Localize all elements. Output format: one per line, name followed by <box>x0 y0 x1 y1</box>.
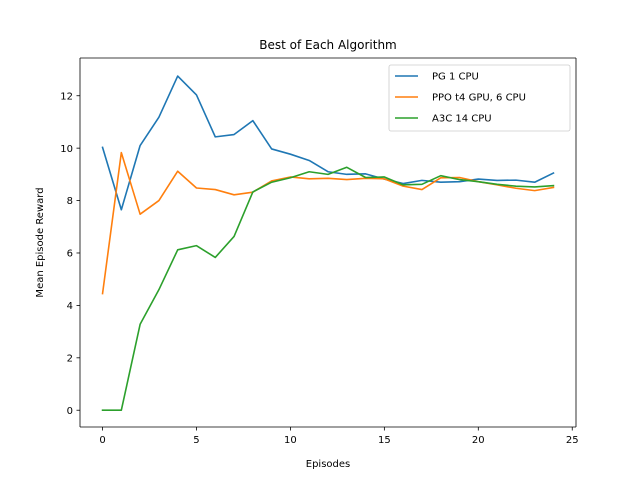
x-tick-label: 20 <box>472 435 485 446</box>
legend-label-1: PG 1 CPU <box>432 72 479 83</box>
x-tick-label: 5 <box>193 435 199 446</box>
axes-frame <box>79 57 577 428</box>
y-tick-label: 10 <box>60 144 73 155</box>
y-axis-label: Mean Episode Reward <box>35 187 46 297</box>
y-tick-label: 8 <box>67 196 73 207</box>
y-tick-label: 0 <box>67 406 73 417</box>
x-axis-ticks: 0 5 10 15 20 25 <box>99 427 579 446</box>
legend-label-3: A3C 14 CPU <box>432 114 492 125</box>
x-axis-label: Episodes <box>306 459 350 470</box>
legend: PG 1 CPU PPO t4 GPU, 6 CPU A3C 14 CPU <box>388 64 571 132</box>
series-lines <box>101 75 555 412</box>
y-tick-label: 2 <box>67 353 73 364</box>
series-line-3 <box>101 166 555 412</box>
series-line-1 <box>101 75 555 211</box>
x-tick-label: 10 <box>284 435 297 446</box>
legend-box <box>388 64 571 132</box>
y-tick-label: 6 <box>67 249 73 260</box>
x-tick-label: 25 <box>566 435 579 446</box>
y-axis-ticks: 0 2 4 6 8 10 12 <box>60 91 80 417</box>
y-tick-label: 4 <box>67 301 73 312</box>
x-tick-label: 15 <box>378 435 391 446</box>
chart-title: Best of Each Algorithm <box>259 38 397 52</box>
y-tick-label: 12 <box>60 91 73 102</box>
legend-label-2: PPO t4 GPU, 6 CPU <box>432 93 526 104</box>
x-tick-label: 0 <box>99 435 105 446</box>
